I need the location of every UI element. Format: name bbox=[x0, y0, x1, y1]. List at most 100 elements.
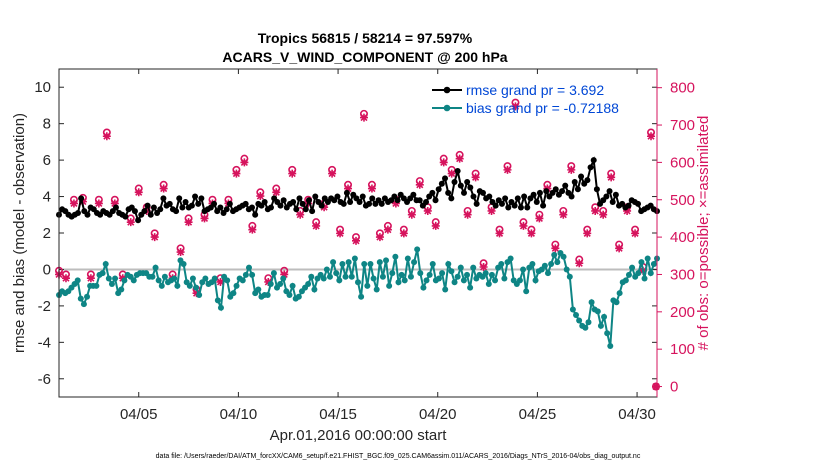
rmse-point bbox=[540, 202, 547, 209]
bias-point bbox=[158, 282, 165, 289]
bias-point bbox=[516, 277, 523, 284]
obs-assimilated-marker bbox=[344, 184, 353, 193]
obs-assimilated-marker bbox=[110, 199, 119, 208]
rmse-point bbox=[492, 202, 499, 209]
bias-point bbox=[99, 270, 106, 277]
obs-assimilated-marker bbox=[94, 199, 103, 208]
bias-point bbox=[193, 284, 200, 291]
rmse-point bbox=[609, 199, 616, 206]
rmse-point bbox=[543, 188, 550, 195]
y2-tick-label: 0 bbox=[670, 379, 678, 396]
y2-tick-label: 300 bbox=[670, 266, 695, 283]
obs-assimilated-marker bbox=[535, 214, 544, 223]
bias-point bbox=[448, 268, 455, 275]
bias-point bbox=[601, 313, 608, 320]
bias-point bbox=[532, 277, 539, 284]
bias-point bbox=[149, 273, 156, 280]
rmse-point bbox=[366, 200, 373, 207]
bias-point bbox=[376, 259, 383, 266]
rmse-point bbox=[141, 208, 148, 215]
bias-point bbox=[342, 273, 349, 280]
bias-point bbox=[202, 275, 209, 282]
rmse-point bbox=[356, 199, 363, 206]
rmse-point bbox=[340, 200, 347, 207]
rmse-point bbox=[416, 197, 423, 204]
bias-point bbox=[224, 277, 231, 284]
bias-point bbox=[386, 282, 393, 289]
bias-point bbox=[541, 262, 548, 269]
obs-assimilated-marker bbox=[272, 188, 281, 197]
rmse-point bbox=[299, 200, 306, 207]
legend: rmse grand pr = 3.692 bias grand pr = -0… bbox=[432, 82, 619, 116]
bias-point bbox=[411, 259, 418, 266]
bias-point bbox=[74, 277, 81, 284]
rmse-point bbox=[378, 200, 385, 207]
obs-assimilated-marker bbox=[328, 169, 337, 178]
bias-point bbox=[485, 281, 492, 288]
bias-point bbox=[442, 286, 449, 293]
y2-axis-label: # of obs: o=possible; ×=assimilated bbox=[695, 116, 712, 351]
obs-assimilated-marker bbox=[455, 154, 464, 163]
right-axis-ticks: 0 100 200 300 400 500 600 700 800 bbox=[657, 80, 695, 396]
rmse-point bbox=[226, 200, 233, 207]
obs-assimilated-marker bbox=[479, 262, 488, 271]
bias-point bbox=[108, 281, 115, 288]
bias-point bbox=[604, 330, 611, 337]
rmse-point bbox=[144, 202, 151, 209]
y2-tick-label: 800 bbox=[670, 80, 695, 97]
rmse-point bbox=[347, 199, 354, 206]
bias-point bbox=[429, 260, 436, 267]
rmse-point bbox=[318, 202, 325, 209]
rmse-point bbox=[435, 186, 442, 193]
obs-assimilated-marker bbox=[487, 206, 496, 215]
rmse-point bbox=[429, 189, 436, 196]
rmse-point bbox=[511, 202, 518, 209]
rmse-point bbox=[460, 189, 467, 196]
legend-bias-label: bias grand pr = -0.72188 bbox=[466, 100, 619, 116]
observation-counts bbox=[54, 98, 661, 391]
rmse-point bbox=[571, 178, 578, 185]
rmse-point bbox=[524, 204, 531, 211]
bias-point bbox=[435, 275, 442, 282]
obs-assimilated-marker bbox=[511, 102, 520, 111]
bias-point bbox=[305, 281, 312, 288]
rmse-point bbox=[432, 197, 439, 204]
obs-assimilated-marker bbox=[312, 221, 321, 230]
obs-assimilated-marker bbox=[102, 132, 111, 141]
bias-point bbox=[560, 253, 567, 260]
bias-point bbox=[286, 291, 293, 298]
rmse-point bbox=[502, 195, 509, 202]
y2-tick-label: 600 bbox=[670, 154, 695, 171]
bias-point bbox=[407, 273, 414, 280]
bias-point bbox=[361, 260, 368, 267]
bias-point bbox=[130, 277, 137, 284]
rmse-point bbox=[147, 211, 154, 218]
bias-series bbox=[56, 246, 660, 349]
bias-point bbox=[323, 266, 330, 273]
rmse-point bbox=[410, 191, 417, 198]
y-tick-label: -2 bbox=[38, 298, 51, 315]
obs-assimilated-marker bbox=[256, 192, 265, 201]
obs-assimilated-marker bbox=[575, 259, 584, 268]
rmse-point bbox=[470, 193, 477, 200]
bias-point bbox=[77, 295, 84, 302]
rmse-point bbox=[173, 208, 180, 215]
obs-assimilated-marker bbox=[134, 188, 143, 197]
obs-assimilated-marker bbox=[607, 173, 616, 182]
obs-assimilated-marker bbox=[631, 229, 640, 238]
rmse-point bbox=[293, 206, 300, 213]
rmse-point bbox=[445, 189, 452, 196]
bias-point bbox=[289, 282, 296, 289]
rmse-point bbox=[451, 178, 458, 185]
bias-point bbox=[635, 270, 642, 277]
rmse-point bbox=[84, 211, 91, 218]
obs-assimilated-marker bbox=[423, 206, 432, 215]
bias-point bbox=[264, 291, 271, 298]
bias-point bbox=[105, 275, 112, 282]
legend-bias-marker bbox=[443, 104, 451, 112]
rmse-point bbox=[78, 195, 85, 202]
bias-point bbox=[423, 277, 430, 284]
bias-point bbox=[482, 270, 489, 277]
bias-point bbox=[467, 284, 474, 291]
